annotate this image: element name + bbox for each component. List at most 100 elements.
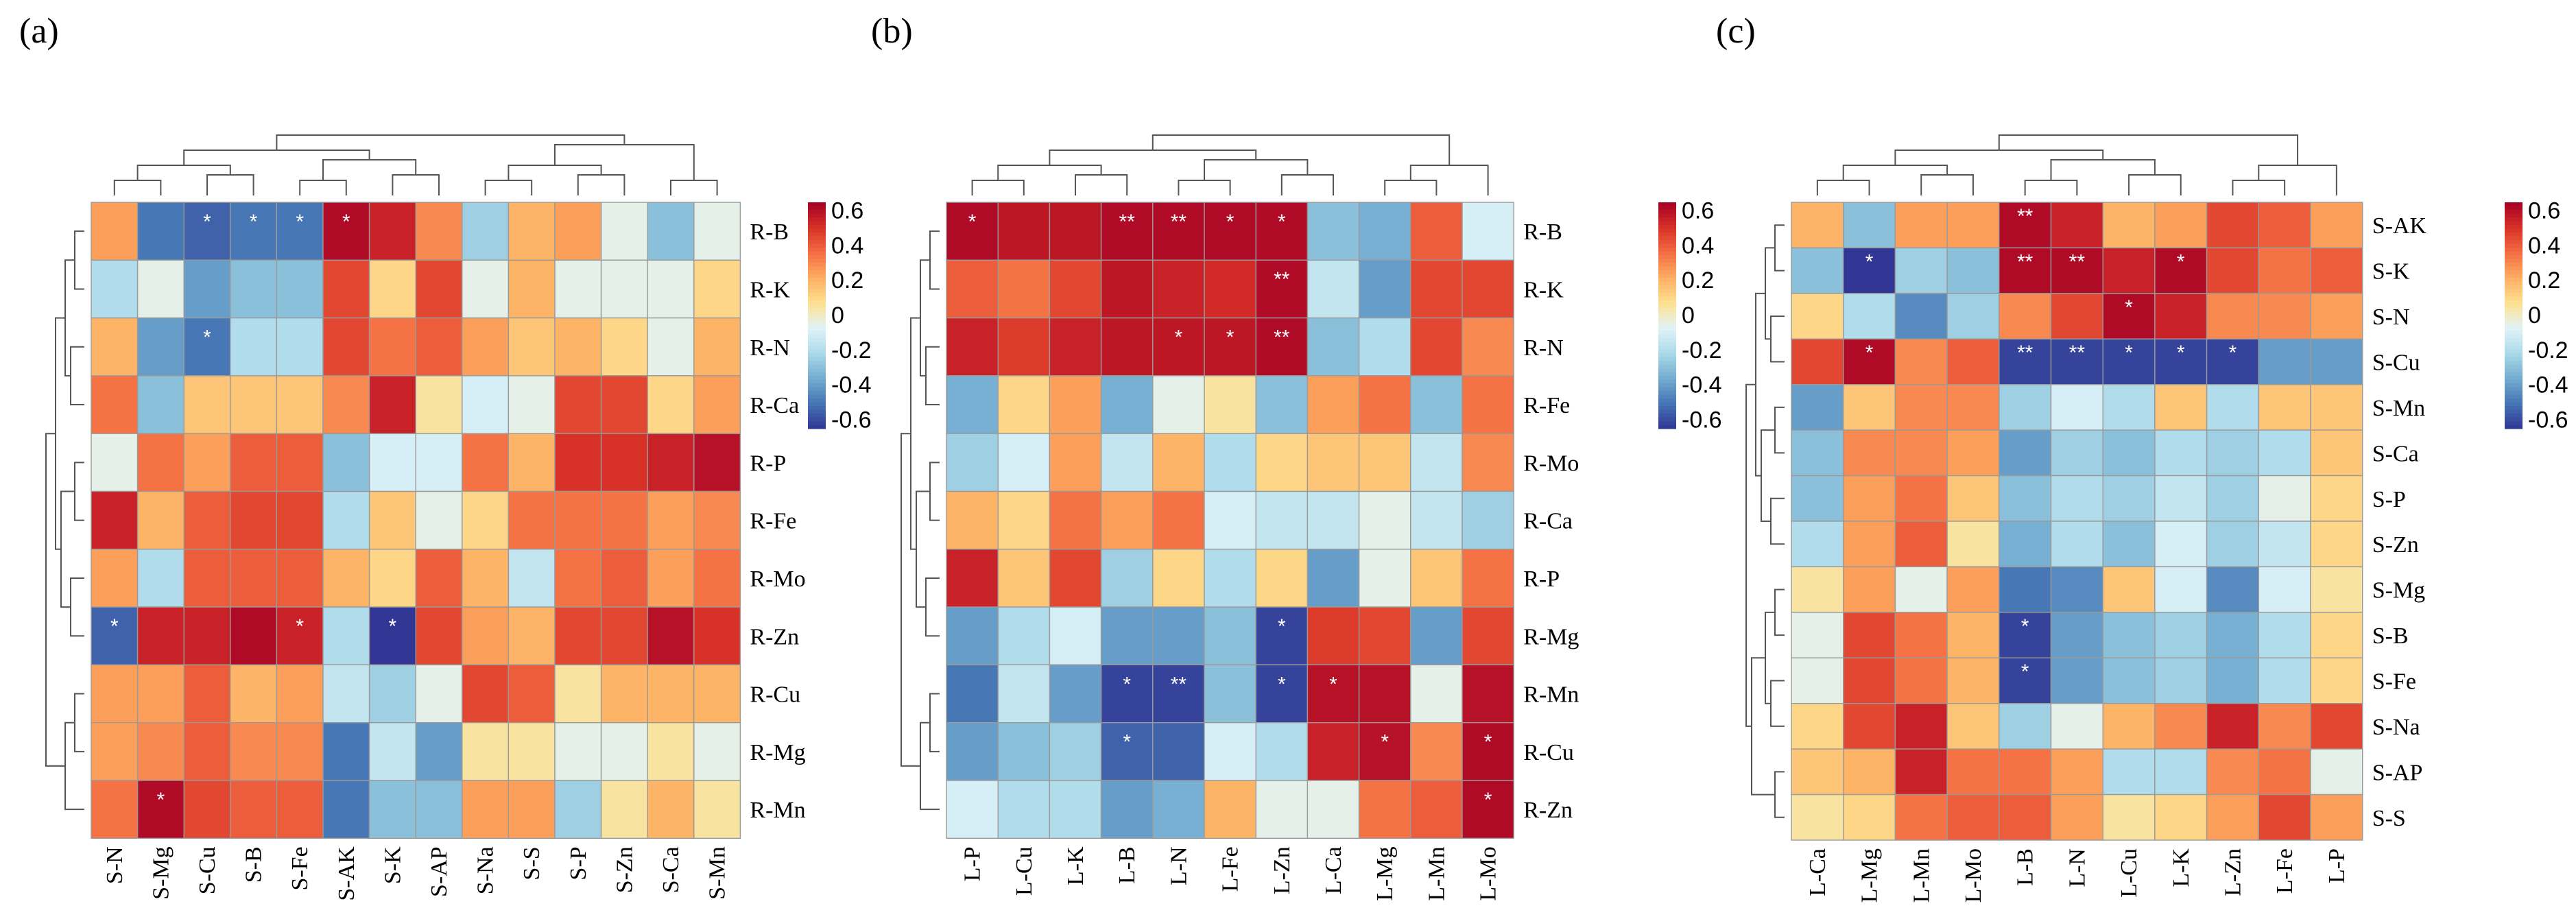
colorbar-segment bbox=[808, 210, 826, 215]
dendrogram-branch bbox=[2232, 180, 2286, 195]
significance-marker: * bbox=[296, 615, 304, 638]
heatmap-cell bbox=[647, 202, 695, 261]
colorbar-tick-label: 0.4 bbox=[2528, 232, 2560, 259]
dendrogram-branch bbox=[901, 433, 920, 767]
colorbar-segment bbox=[1658, 368, 1676, 373]
heatmap-cell bbox=[2102, 202, 2156, 249]
colorbar-segment bbox=[1658, 240, 1676, 245]
heatmap-cell bbox=[2258, 293, 2311, 339]
colorbar-tick-label: -0.2 bbox=[831, 337, 872, 363]
dendrogram-branch bbox=[997, 165, 1102, 180]
heatmap-cell bbox=[462, 549, 510, 608]
heatmap-cell bbox=[1410, 490, 1463, 550]
heatmap-cell bbox=[415, 721, 463, 781]
column-label: S-K bbox=[380, 846, 405, 884]
significance-marker: * bbox=[1226, 326, 1235, 349]
colorbar-segment bbox=[1658, 398, 1676, 403]
heatmap-cell bbox=[1049, 202, 1102, 261]
heatmap-cell bbox=[230, 317, 278, 377]
colorbar-segment bbox=[1658, 402, 1676, 407]
heatmap-cell bbox=[1842, 748, 1896, 796]
heatmap-cell bbox=[462, 490, 510, 550]
heatmap-cell bbox=[1410, 664, 1463, 724]
column-label: S-Zn bbox=[612, 846, 637, 893]
colorbar-segment bbox=[2505, 300, 2523, 305]
dendrogram-branch bbox=[670, 180, 718, 195]
colorbar-segment bbox=[808, 228, 826, 233]
colorbar-segment bbox=[1658, 387, 1676, 392]
heatmap-cell bbox=[600, 721, 648, 781]
heatmap-cell bbox=[136, 721, 184, 781]
heatmap-cell bbox=[554, 317, 602, 377]
colorbar-segment bbox=[1658, 315, 1676, 320]
significance-marker: * bbox=[389, 615, 397, 638]
heatmap-cell bbox=[2206, 703, 2260, 750]
heatmap-cell bbox=[2102, 657, 2156, 704]
heatmap-cell bbox=[1358, 721, 1411, 781]
heatmap-cell bbox=[2310, 475, 2363, 522]
colorbar-segment bbox=[1658, 323, 1676, 328]
heatmap-panel-3: (c)*** ** ** *** ** ** * * ***S-AKS-KS-NS-CuS-Mn… bbox=[1716, 12, 2568, 903]
heatmap-cell bbox=[1842, 475, 1896, 522]
row-label: R-B bbox=[750, 219, 789, 245]
colorbar-segment bbox=[1658, 331, 1676, 335]
colorbar-segment bbox=[1658, 394, 1676, 399]
heatmap-cell bbox=[2102, 521, 2156, 568]
heatmap-cell bbox=[1462, 549, 1514, 608]
colorbar-segment bbox=[2505, 243, 2523, 248]
colorbar-segment bbox=[1658, 421, 1676, 426]
heatmap-cell bbox=[1999, 202, 2052, 249]
heatmap-cell bbox=[462, 202, 510, 261]
colorbar-segment bbox=[2505, 281, 2523, 286]
heatmap-cell bbox=[1255, 433, 1309, 492]
heatmap-cell bbox=[1894, 748, 1948, 796]
colorbar-segment bbox=[2505, 266, 2523, 271]
column-label: L-Ca bbox=[1321, 846, 1346, 894]
heatmap-cell bbox=[2102, 703, 2156, 750]
heatmap-cell bbox=[183, 721, 231, 781]
heatmap-cell bbox=[1204, 490, 1256, 550]
heatmap-cell bbox=[230, 664, 278, 724]
dendrogram-branch bbox=[1894, 150, 2104, 165]
column-label: S-AK bbox=[334, 846, 359, 901]
colorbar-segment bbox=[2505, 357, 2523, 361]
row-label: S-S bbox=[2372, 806, 2406, 831]
colorbar-segment bbox=[808, 349, 826, 354]
colorbar-segment bbox=[2505, 368, 2523, 373]
heatmap-cell bbox=[415, 202, 463, 261]
heatmap-cell bbox=[647, 490, 695, 550]
colorbar-segment bbox=[1658, 414, 1676, 418]
heatmap-cell bbox=[136, 259, 184, 319]
colorbar-segment bbox=[2505, 338, 2523, 343]
dendrogram-branch bbox=[74, 693, 84, 752]
heatmap-cell bbox=[647, 433, 695, 492]
heatmap-cell bbox=[2258, 384, 2311, 431]
colorbar-segment bbox=[808, 425, 826, 429]
colorbar-segment bbox=[808, 243, 826, 248]
heatmap-cell bbox=[1842, 202, 1896, 249]
heatmap-cell bbox=[322, 780, 370, 839]
heatmap-cell bbox=[1100, 317, 1154, 377]
heatmap-cell bbox=[1999, 429, 2052, 477]
colorbar-segment bbox=[1658, 266, 1676, 271]
heatmap-cell bbox=[2154, 521, 2208, 568]
colorbar-segment bbox=[2505, 379, 2523, 384]
heatmap-cell bbox=[946, 606, 999, 666]
heatmap-cell bbox=[1152, 375, 1205, 434]
column-label: S-Fe bbox=[287, 846, 313, 890]
heatmap-cell bbox=[1462, 433, 1514, 492]
heatmap-cell bbox=[1255, 259, 1309, 319]
significance-marker: ** bbox=[1274, 326, 1290, 349]
heatmap-cell bbox=[1358, 606, 1411, 666]
heatmap-cell bbox=[1410, 433, 1463, 492]
colorbar-segment bbox=[1658, 255, 1676, 260]
colorbar-segment bbox=[808, 248, 826, 252]
heatmap-cell bbox=[2050, 521, 2103, 568]
column-label: L-P bbox=[2324, 848, 2350, 883]
colorbar-tick-label: 0 bbox=[831, 302, 844, 329]
heatmap-cell bbox=[230, 490, 278, 550]
heatmap-cell bbox=[1152, 202, 1205, 261]
colorbar-tick-label: -0.4 bbox=[2528, 372, 2568, 398]
heatmap-cell bbox=[600, 490, 648, 550]
colorbar-segment bbox=[2505, 361, 2523, 366]
